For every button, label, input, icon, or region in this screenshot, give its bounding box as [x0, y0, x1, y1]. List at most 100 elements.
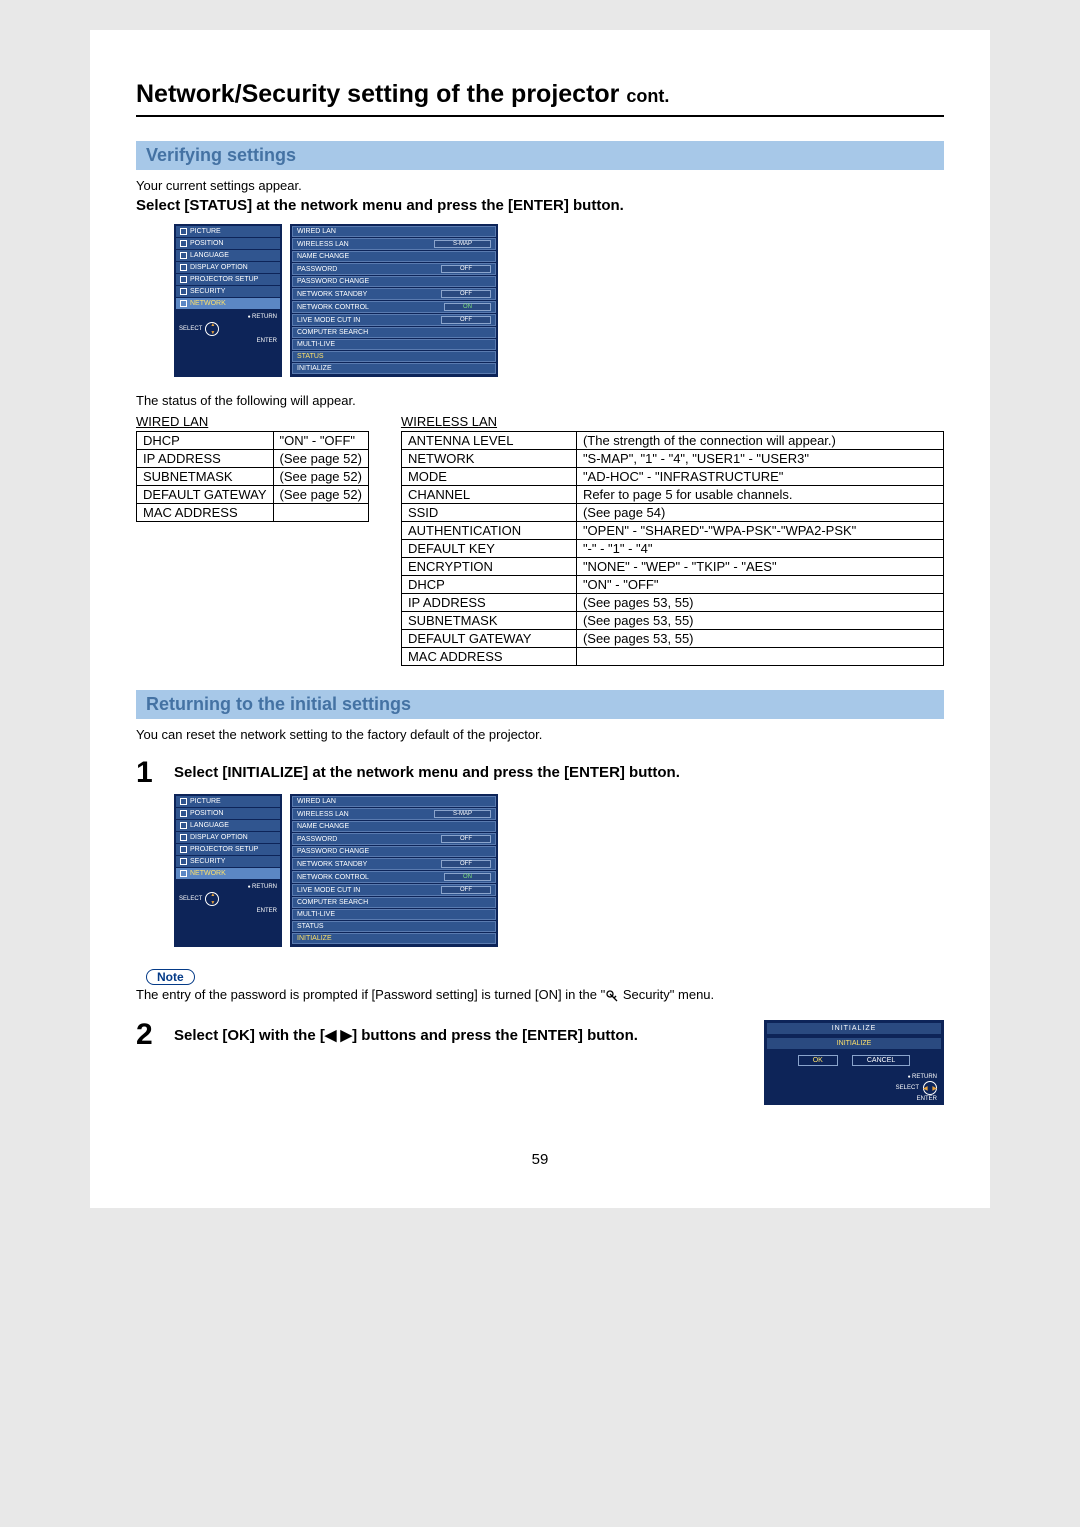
wired-lan-table: DHCP"ON" - "OFF"IP ADDRESS(See page 52)S…: [136, 431, 369, 522]
net-item-status[interactable]: STATUS: [292, 921, 496, 932]
net-item-wired-lan[interactable]: WIRED LAN: [292, 226, 496, 237]
init-title: INITIALIZE: [767, 1023, 941, 1034]
menu-cat-display-option[interactable]: DISPLAY OPTION: [176, 262, 280, 273]
menu-cat-security[interactable]: SECURITY: [176, 286, 280, 297]
menu-cat-security[interactable]: SECURITY: [176, 856, 280, 867]
page-title: Network/Security setting of the projecto…: [136, 80, 944, 117]
table-row: SUBNETMASK(See pages 53, 55): [401, 612, 943, 630]
menu-cat-icon: [180, 846, 187, 853]
net-item-multi-live[interactable]: MULTI-LIVE: [292, 909, 496, 920]
net-item-value: OFF: [441, 860, 491, 868]
status-tables: WIRED LAN DHCP"ON" - "OFF"IP ADDRESS(See…: [136, 414, 944, 666]
wired-lan-label: WIRED LAN: [136, 414, 369, 429]
menu-cat-icon: [180, 228, 187, 235]
menu-cat-projector-setup[interactable]: PROJECTOR SETUP: [176, 844, 280, 855]
menu-cat-network[interactable]: NETWORK: [176, 298, 280, 309]
net-item-status[interactable]: STATUS: [292, 351, 496, 362]
net-item-label: NAME CHANGE: [297, 253, 349, 260]
note-pill: Note: [146, 969, 195, 985]
menu-cat-icon: [180, 264, 187, 271]
menu-cat-position[interactable]: POSITION: [176, 238, 280, 249]
net-item-label: WIRELESS LAN: [297, 241, 349, 248]
desc-returning: You can reset the network setting to the…: [136, 727, 944, 742]
net-item-label: NETWORK CONTROL: [297, 304, 369, 311]
menu-cat-position[interactable]: POSITION: [176, 808, 280, 819]
menu-cat-language[interactable]: LANGUAGE: [176, 820, 280, 831]
table-cell: DHCP: [401, 576, 576, 594]
menu-cat-label: PROJECTOR SETUP: [190, 846, 258, 853]
net-item-initialize[interactable]: INITIALIZE: [292, 363, 496, 374]
table-cell: IP ADDRESS: [401, 594, 576, 612]
table-cell: (See page 54): [576, 504, 943, 522]
net-item-network-control[interactable]: NETWORK CONTROLON: [292, 301, 496, 313]
menu-screenshot-1: PICTUREPOSITIONLANGUAGE DISPLAY OPTION PRO…: [174, 224, 944, 377]
net-item-password-change[interactable]: PASSWORD CHANGE: [292, 276, 496, 287]
init-return: RETURN: [908, 1074, 937, 1080]
left-arrow-icon: ◀: [325, 1027, 341, 1044]
net-item-computer-search[interactable]: COMPUTER SEARCH: [292, 327, 496, 338]
init-subtitle: INITIALIZE: [767, 1038, 941, 1049]
table-cell: SUBNETMASK: [401, 612, 576, 630]
dpad-icon: [205, 892, 219, 906]
menu-cat-projector-setup[interactable]: PROJECTOR SETUP: [176, 274, 280, 285]
section-verifying: Verifying settings: [136, 141, 944, 170]
net-item-live-mode-cut-in[interactable]: LIVE MODE CUT INOFF: [292, 884, 496, 896]
table-cell: (See pages 53, 55): [576, 594, 943, 612]
net-item-value: S-MAP: [434, 240, 491, 248]
table-cell: (See page 52): [273, 468, 368, 486]
network-submenu: WIRED LAN WIRELESS LAN S-MAP NAME CHANGE PAS…: [290, 224, 498, 377]
dpad-icon: [923, 1081, 937, 1095]
ok-button[interactable]: OK: [798, 1055, 838, 1066]
net-item-name-change[interactable]: NAME CHANGE: [292, 821, 496, 832]
net-item-name-change[interactable]: NAME CHANGE: [292, 251, 496, 262]
step-2-num: 2: [136, 1020, 164, 1050]
net-item-wired-lan[interactable]: WIRED LAN: [292, 796, 496, 807]
menu-cat-label: SECURITY: [190, 858, 225, 865]
security-icon: [605, 990, 619, 1002]
table-cell: NETWORK: [401, 450, 576, 468]
table-cell: "NONE" - "WEP" - "TKIP" - "AES": [576, 558, 943, 576]
net-item-label: INITIALIZE: [297, 935, 332, 942]
table-cell: "ON" - "OFF": [273, 432, 368, 450]
table-row: DEFAULT GATEWAY(See pages 53, 55): [401, 630, 943, 648]
net-item-network-standby[interactable]: NETWORK STANDBYOFF: [292, 288, 496, 300]
menu-cat-icon: [180, 822, 187, 829]
menu-return: RETURN: [179, 884, 277, 890]
table-cell: MAC ADDRESS: [137, 504, 274, 522]
net-item-label: COMPUTER SEARCH: [297, 899, 368, 906]
net-item-password[interactable]: PASSWORDOFF: [292, 833, 496, 845]
table-row: DHCP"ON" - "OFF": [401, 576, 943, 594]
table-row: IP ADDRESS(See pages 53, 55): [401, 594, 943, 612]
menu-cat-label: PROJECTOR SETUP: [190, 276, 258, 283]
table-row: MODE"AD-HOC" - "INFRASTRUCTURE": [401, 468, 943, 486]
net-item-password-change[interactable]: PASSWORD CHANGE: [292, 846, 496, 857]
menu-cat-label: NETWORK: [190, 870, 226, 877]
cancel-button[interactable]: CANCEL: [852, 1055, 910, 1066]
table-cell: DEFAULT KEY: [401, 540, 576, 558]
network-submenu: WIRED LANWIRELESS LANS-MAPNAME CHANGEPAS…: [290, 794, 498, 947]
net-item-label: STATUS: [297, 353, 324, 360]
net-item-network-control[interactable]: NETWORK CONTROLON: [292, 871, 496, 883]
net-item-wireless-lan[interactable]: WIRELESS LAN S-MAP: [292, 238, 496, 250]
step-1-num: 1: [136, 758, 164, 788]
table-cell: ANTENNA LEVEL: [401, 432, 576, 450]
net-item-live-mode-cut-in[interactable]: LIVE MODE CUT INOFF: [292, 314, 496, 326]
menu-cat-picture[interactable]: PICTURE: [176, 796, 280, 807]
net-item-password[interactable]: PASSWORDOFF: [292, 263, 496, 275]
table-cell: (See page 52): [273, 486, 368, 504]
menu-categories: PICTUREPOSITIONLANGUAGEDISPLAY OPTION PRO…: [174, 794, 282, 947]
net-item-label: WIRED LAN: [297, 798, 336, 805]
menu-cat-language[interactable]: LANGUAGE: [176, 250, 280, 261]
net-item-initialize[interactable]: INITIALIZE: [292, 933, 496, 944]
menu-enter: ENTER: [179, 908, 277, 914]
menu-cat-display-option[interactable]: DISPLAY OPTION: [176, 832, 280, 843]
net-item-computer-search[interactable]: COMPUTER SEARCH: [292, 897, 496, 908]
menu-cat-label: DISPLAY OPTION: [190, 264, 248, 271]
net-item-wireless-lan[interactable]: WIRELESS LANS-MAP: [292, 808, 496, 820]
menu-cat-picture[interactable]: PICTURE: [176, 226, 280, 237]
net-item-multi-live[interactable]: MULTI-LIVE: [292, 339, 496, 350]
table-cell: (See page 52): [273, 450, 368, 468]
menu-cat-network[interactable]: NETWORK: [176, 868, 280, 879]
net-item-network-standby[interactable]: NETWORK STANDBYOFF: [292, 858, 496, 870]
title-cont: cont.: [626, 86, 669, 106]
